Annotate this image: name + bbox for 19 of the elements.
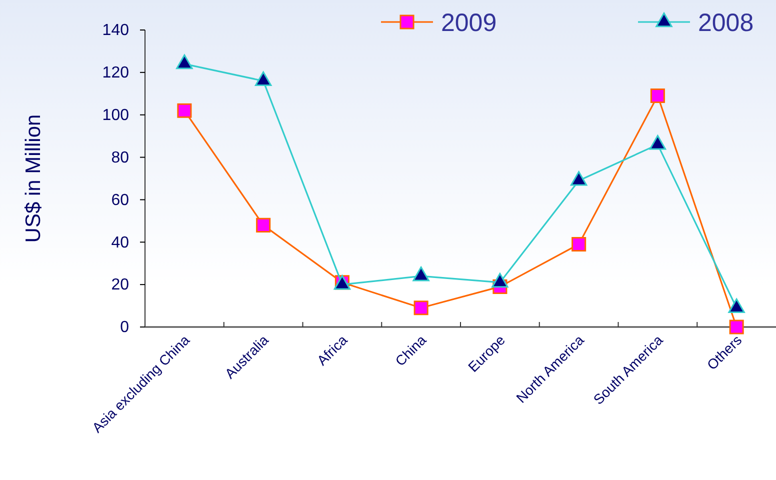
y-tick-label: 60 <box>111 192 130 209</box>
point <box>414 300 428 316</box>
point <box>729 320 744 334</box>
point <box>572 236 586 252</box>
point <box>176 54 193 70</box>
y-tick-label: 40 <box>111 234 130 252</box>
point <box>256 218 271 232</box>
legend-label: 2008 <box>698 9 754 37</box>
y-tick-label: 120 <box>102 64 130 82</box>
y-tick-label: 100 <box>102 106 130 124</box>
point <box>254 71 272 86</box>
point <box>649 135 666 150</box>
y-tick-label: 0 <box>120 319 130 336</box>
y-axis-title: US$ in Million <box>22 114 45 243</box>
y-tick-label: 20 <box>111 276 130 294</box>
y-tick-label: 140 <box>102 22 130 40</box>
legend-label: 2009 <box>441 9 497 37</box>
point <box>570 171 588 186</box>
y-tick-label: 80 <box>111 149 130 166</box>
